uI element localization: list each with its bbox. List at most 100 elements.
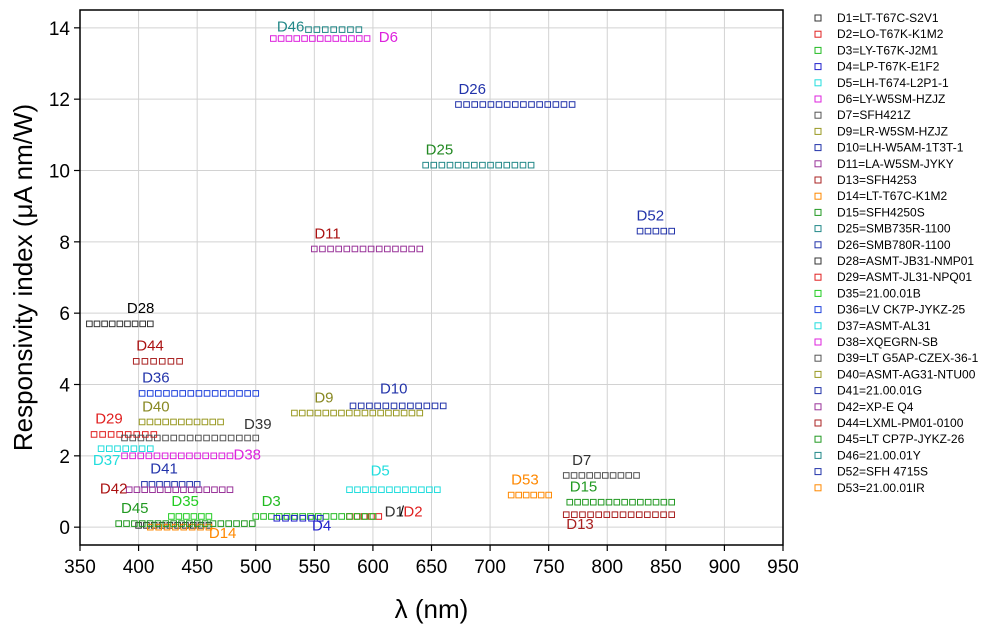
data-point [139,320,146,328]
annotation-d52: D52 [637,207,665,224]
data-point [511,161,519,169]
data-point [503,161,511,169]
data-point [187,486,195,494]
data-point [366,402,373,410]
data-point [578,472,586,479]
data-point [186,481,193,488]
series-d39 [121,434,260,442]
data-point [203,434,210,442]
series-d9 [291,409,424,417]
data-point [203,486,211,494]
x-tick-label: 350 [64,557,96,578]
annotation-d28: D28 [127,300,155,317]
legend-item: D13=SFH4253 [814,173,917,187]
data-point [322,409,330,417]
series-d5 [346,486,441,494]
annotation-d13: D13 [566,516,594,533]
data-point [338,26,346,33]
data-point [154,434,161,442]
data-point [644,511,651,518]
legend-label: D6=LY-W5SM-HZJZ [837,92,945,106]
data-point [116,320,124,328]
data-point [503,101,511,108]
annotation-d37: D37 [93,452,121,469]
series-d26 [455,101,576,108]
data-point [226,486,234,494]
data-point [299,513,306,520]
legend-marker [814,306,822,314]
data-point [205,523,213,531]
grid-lines [79,10,784,545]
data-point [307,513,314,520]
legend-item: D53=21.00.01IR [814,481,925,495]
series-d25 [422,161,535,169]
data-point [172,486,180,494]
data-point [150,522,158,529]
legend-item: D52=SFH 4715S [814,465,928,479]
data-point [390,402,398,410]
data-point [637,498,644,506]
data-point [171,390,178,397]
data-point [528,101,535,108]
data-point [273,514,281,522]
data-point [244,390,251,397]
data-point [330,513,338,520]
legend-item: D2=LO-T67K-K1M2 [814,27,944,41]
data-point [172,523,179,531]
data-point [345,409,353,417]
annotation-d44: D44 [136,338,164,355]
legend-label: D10=LH-W5AM-1T3T-1 [837,141,964,155]
data-point [562,472,570,479]
data-point [252,390,260,397]
data-point [471,101,478,108]
series-d29 [90,431,158,438]
legend-label: D3=LY-T67K-J2M1 [837,43,938,57]
data-point [408,409,416,417]
data-point [187,390,195,397]
legend-label: D38=XQEGRN-SB [837,335,938,349]
legend-marker [814,79,822,87]
data-point [141,486,149,494]
data-point [537,491,545,499]
data-point [311,245,318,253]
data-point [601,472,609,479]
data-point [660,511,667,518]
data-point [185,418,193,426]
legend-label: D40=ASMT-AG31-NTU00 [837,367,976,381]
data-point [141,481,148,488]
data-point [186,452,193,460]
annotation-d3: D3 [262,493,281,510]
data-point [431,402,439,410]
data-point [359,245,367,253]
data-point [378,486,385,494]
data-point [625,472,633,479]
data-point [644,498,652,506]
series-d36 [138,390,260,397]
legend-marker [814,30,822,38]
legend-marker [814,257,822,265]
legend-marker [814,176,822,184]
legend-label: D4=LP-T67K-E1F2 [837,60,940,74]
data-point [116,431,123,438]
data-point [86,320,93,328]
data-point [178,434,186,442]
data-point [374,402,381,410]
series-d15 [566,498,675,506]
annotation-d14: D14 [209,525,237,542]
data-point [132,358,140,365]
data-point [162,434,169,442]
data-point [392,245,399,253]
data-point [330,26,337,33]
annotation-d29: D29 [95,411,123,428]
series-d53 [507,491,552,499]
data-point [155,523,162,531]
legend-item: D35=21.00.01B [814,286,921,300]
legend-label: D46=21.00.01Y [837,448,921,462]
series-d38 [121,452,234,460]
series-d41 [141,481,201,488]
data-point [385,409,392,417]
legend-marker [814,484,822,492]
data-point [423,402,431,410]
data-point [369,513,377,520]
y-tick-label: 6 [59,304,70,325]
